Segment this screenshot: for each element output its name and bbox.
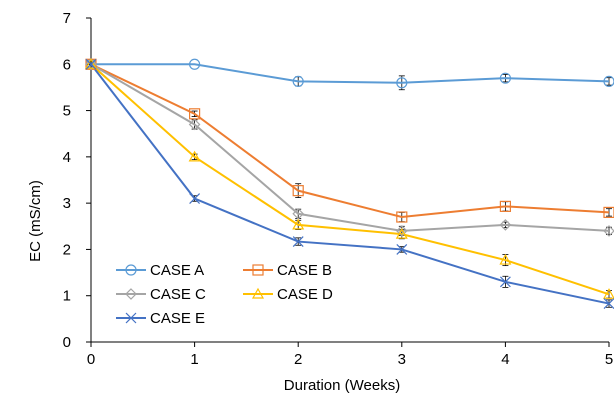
data-point-case-e	[603, 298, 614, 310]
data-point-case-e	[499, 276, 511, 288]
legend-item-case-a: CASE A	[116, 262, 204, 279]
data-point-case-b	[292, 185, 304, 197]
legend-item-case-e: CASE E	[116, 310, 205, 327]
y-tick-label: 7	[63, 10, 71, 27]
data-point-case-c	[85, 58, 97, 71]
series-line-case-d	[90, 63, 610, 296]
y-tick-label: 3	[63, 195, 71, 212]
x-tick-label: 3	[398, 351, 406, 368]
series-line-case-e	[90, 63, 610, 305]
legend-marker-case-e	[125, 312, 137, 324]
data-point-case-a	[603, 75, 614, 88]
data-point-case-d	[602, 288, 614, 299]
legend-marker-case-a	[125, 264, 137, 276]
y-tick-label: 5	[63, 103, 71, 120]
legend-label: CASE E	[150, 310, 205, 327]
y-tick-label: 1	[63, 288, 71, 305]
x-tick-label: 0	[87, 351, 95, 368]
legend-item-case-d: CASE D	[243, 286, 333, 303]
x-axis-title: Duration (Weeks)	[284, 377, 400, 394]
data-point-case-e	[292, 236, 304, 247]
y-tick-label: 2	[63, 241, 71, 258]
data-point-case-d	[188, 150, 201, 162]
legend-label: CASE B	[277, 262, 332, 279]
legend-marker-case-c	[125, 288, 137, 300]
data-point-case-a	[499, 72, 511, 84]
series-line-case-b	[90, 63, 610, 219]
y-tick-label: 0	[63, 334, 71, 351]
data-point-case-b	[499, 200, 511, 212]
data-point-case-a	[189, 58, 201, 70]
y-axis-title: EC (mS/cm)	[27, 180, 44, 262]
legend-label: CASE D	[277, 286, 333, 303]
legend-item-case-b: CASE B	[243, 262, 332, 279]
data-point-case-d	[84, 58, 98, 69]
series-line-case-c	[90, 63, 610, 232]
data-point-case-e	[396, 244, 408, 255]
legend-label: CASE C	[150, 286, 206, 303]
data-point-case-c	[395, 225, 408, 237]
data-point-case-c	[499, 219, 512, 231]
data-point-case-e	[189, 193, 201, 204]
series-line-case-a	[91, 63, 610, 84]
data-point-case-c	[603, 225, 614, 237]
x-tick-label: 4	[501, 351, 509, 368]
legend-item-case-c: CASE C	[116, 286, 206, 303]
legend-label: CASE A	[150, 262, 204, 279]
data-point-case-b	[603, 206, 614, 218]
data-point-case-a	[292, 75, 304, 88]
axes: 0 1 2 3 4 5 6 7 0 1 2 3 4 5	[63, 10, 614, 368]
legend-marker-case-d	[251, 287, 265, 299]
y-tick-label: 6	[63, 56, 71, 73]
legend-marker-case-b	[252, 264, 264, 276]
error-bars	[191, 74, 612, 308]
data-point-case-b	[396, 211, 408, 223]
data-point-case-d	[292, 218, 305, 230]
data-point-case-c	[188, 118, 201, 131]
markers	[84, 58, 614, 310]
data-point-case-d	[395, 227, 408, 239]
x-tick-label: 2	[294, 351, 302, 368]
x-tick-label: 1	[190, 351, 198, 368]
x-tick-label: 5	[605, 351, 613, 368]
y-tick-label: 4	[63, 149, 71, 166]
data-point-case-e	[85, 58, 97, 70]
data-point-case-d	[499, 253, 512, 265]
legend: CASE A CASE B CASE C CASE D CASE E	[116, 262, 333, 327]
series-lines	[90, 63, 610, 305]
data-point-case-a	[396, 77, 408, 89]
